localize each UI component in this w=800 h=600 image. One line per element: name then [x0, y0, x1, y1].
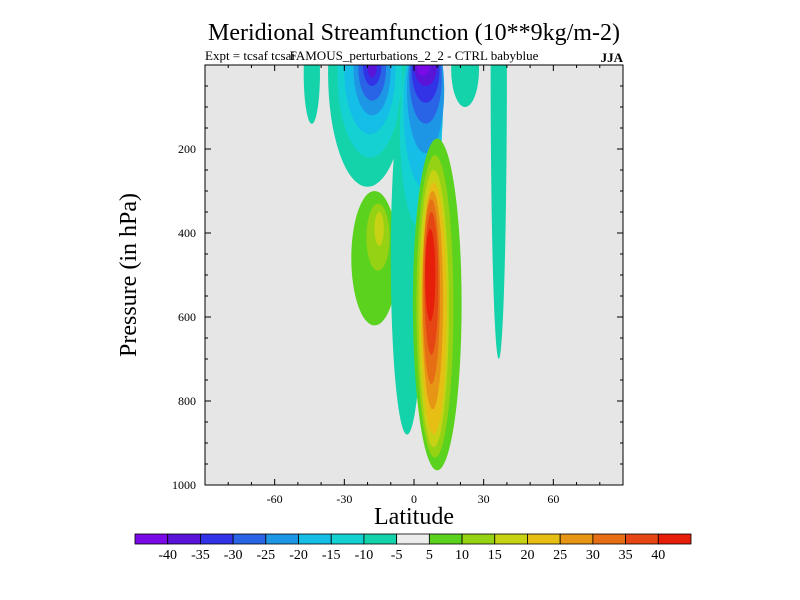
y-axis-label: Pressure (in hPa) [116, 193, 142, 357]
colorbar-label: -35 [191, 548, 210, 563]
colorbar-label: -5 [391, 548, 403, 563]
colorbar-swatch [657, 533, 692, 545]
colorbar-swatch [167, 533, 201, 545]
x-tick-label: -30 [336, 492, 352, 506]
colorbar-label: 20 [520, 548, 534, 563]
colorbar-label: -40 [158, 548, 177, 563]
contour-nh-upper-neg-band-1 [451, 65, 480, 107]
y-tick-label: 800 [178, 394, 196, 408]
x-axis: -60 -30 0 30 60 [204, 65, 624, 506]
colorbar-swatch [232, 533, 267, 545]
x-tick-label: 0 [411, 492, 417, 506]
x-tick-label: 60 [547, 492, 559, 506]
colorbar-label: -20 [289, 548, 308, 563]
x-tick-label: 30 [478, 492, 490, 506]
contour-hadley-band-8 [425, 228, 436, 322]
chart-subtitle-center: FAMOUS_perturbations_2_2 - CTRL babyblue [290, 48, 539, 63]
colorbar-swatch [330, 533, 365, 545]
contour-far-nh-neg-band [490, 65, 507, 359]
colorbar-swatch [134, 533, 169, 545]
y-tick-label: 1000 [172, 478, 196, 492]
colorbar-label: 40 [651, 548, 665, 563]
x-tick-label: -60 [267, 492, 283, 506]
colorbar-label: 15 [488, 548, 502, 563]
chart-subtitle-left: Expt = tcsaf tcsai [205, 48, 295, 63]
colorbar-label: 35 [619, 548, 633, 563]
colorbar-swatch [527, 533, 561, 545]
colorbar-swatch [559, 533, 594, 545]
colorbar-swatch [428, 533, 463, 545]
contour-sh-small-neg-band [303, 65, 320, 124]
colorbar-swatch [494, 533, 528, 545]
colorbar: -40 -35 -30 -25 -20 -15 -10 -5 5 10 15 20 25 30 35 40 [134, 533, 692, 563]
contour-sh-pos-band-3 [374, 212, 384, 246]
colorbar-label: -15 [322, 548, 341, 563]
colorbar-swatch [625, 533, 659, 545]
colorbar-swatch [461, 533, 496, 545]
colorbar-label: 5 [426, 548, 433, 563]
colorbar-label: -25 [256, 548, 275, 563]
colorbar-label: -30 [224, 548, 243, 563]
x-axis-label: Latitude [374, 504, 454, 530]
y-tick-label: 200 [178, 142, 196, 156]
colorbar-swatch [265, 533, 299, 545]
contour-fields [303, 65, 507, 471]
chart-title: Meridional Streamfunction (10**9kg/m-2) [208, 20, 620, 46]
contour-central-neg-band-8 [416, 65, 431, 76]
colorbar-swatch [363, 533, 398, 545]
colorbar-label: 25 [553, 548, 567, 563]
colorbar-label: 10 [455, 548, 469, 563]
colorbar-swatch [298, 533, 332, 545]
colorbar-swatch [396, 533, 430, 545]
y-tick-label: 600 [178, 310, 196, 324]
contour-sh-neg-band-7 [367, 65, 377, 78]
season-label: JJA [601, 50, 624, 65]
y-axis: 200 400 600 800 1000 [172, 64, 623, 492]
colorbar-label: 30 [586, 548, 600, 563]
colorbar-swatch [592, 533, 626, 545]
colorbar-swatch [200, 533, 234, 545]
colorbar-label: -10 [355, 548, 374, 563]
y-tick-label: 400 [178, 226, 196, 240]
